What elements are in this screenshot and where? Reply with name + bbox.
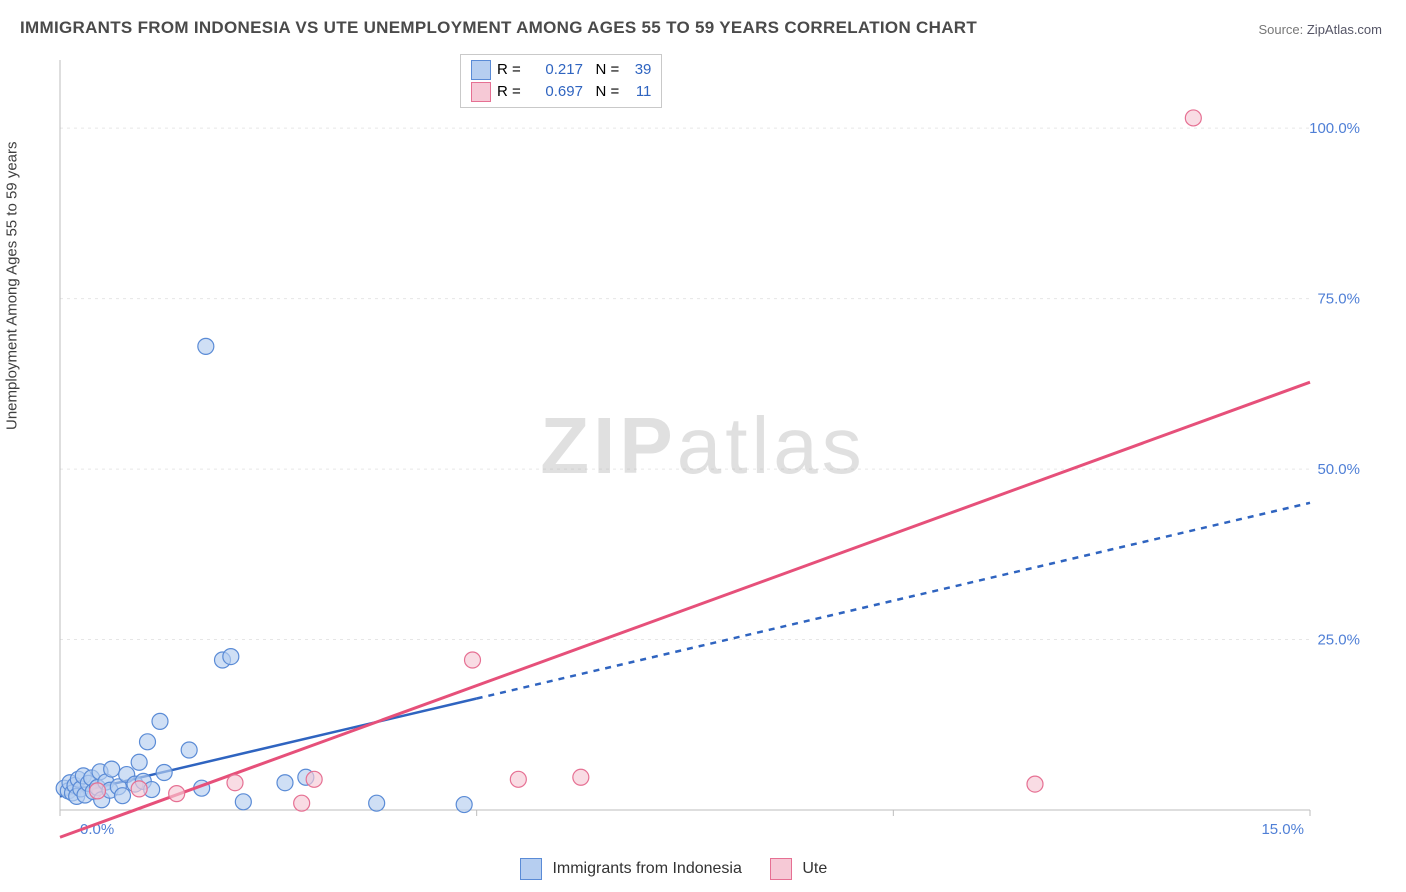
series-swatch xyxy=(471,60,491,80)
legend-label: Immigrants from Indonesia xyxy=(552,860,741,877)
svg-text:75.0%: 75.0% xyxy=(1317,291,1360,308)
stats-legend-box: R = 0.217 N = 39 R = 0.697 N = 11 xyxy=(460,54,662,108)
legend-item: Ute xyxy=(770,858,827,880)
series-swatch xyxy=(471,82,491,102)
source-prefix: Source: xyxy=(1258,22,1306,37)
stats-row: R = 0.697 N = 11 xyxy=(471,81,651,103)
y-axis-label: Unemployment Among Ages 55 to 59 years xyxy=(4,141,21,430)
scatter-plot: 25.0%50.0%75.0%100.0%0.0%15.0% xyxy=(50,50,1370,840)
n-label: N = xyxy=(595,81,619,103)
legend-label: Ute xyxy=(802,860,827,877)
source-link[interactable]: ZipAtlas.com xyxy=(1307,22,1382,37)
r-label: R = xyxy=(497,59,521,81)
chart-title: IMMIGRANTS FROM INDONESIA VS UTE UNEMPLO… xyxy=(20,18,977,38)
source-label: Source: ZipAtlas.com xyxy=(1258,22,1382,37)
legend-bottom: Immigrants from Indonesia Ute xyxy=(520,858,827,880)
r-label: R = xyxy=(497,81,521,103)
legend-item: Immigrants from Indonesia xyxy=(520,858,742,880)
legend-swatch xyxy=(770,858,792,880)
svg-text:25.0%: 25.0% xyxy=(1317,632,1360,649)
stats-row: R = 0.217 N = 39 xyxy=(471,59,651,81)
n-value: 11 xyxy=(623,81,651,103)
svg-text:100.0%: 100.0% xyxy=(1309,120,1360,137)
r-value: 0.697 xyxy=(525,81,583,103)
svg-text:15.0%: 15.0% xyxy=(1261,821,1304,838)
n-label: N = xyxy=(595,59,619,81)
r-value: 0.217 xyxy=(525,59,583,81)
n-value: 39 xyxy=(623,59,651,81)
legend-swatch xyxy=(520,858,542,880)
svg-text:50.0%: 50.0% xyxy=(1317,461,1360,478)
